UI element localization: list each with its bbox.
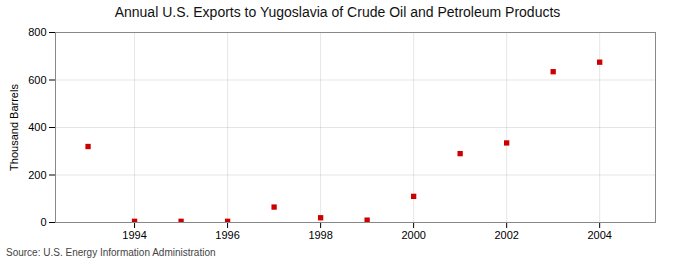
svg-text:2000: 2000 (401, 229, 425, 241)
html-text:Annual U.S. Exports to Yugosla: Annual U.S. Exports to Yugoslavia of Cru… (114, 4, 561, 20)
html-text:Source: U.S. Energy Informatio: Source: U.S. Energy Information Administ… (6, 247, 216, 258)
svg-text:800: 800 (28, 26, 46, 38)
svg-text:2002: 2002 (494, 229, 518, 241)
svg-text:2004: 2004 (587, 229, 611, 241)
svg-text:400: 400 (28, 121, 46, 133)
svg-text:0: 0 (40, 216, 46, 228)
svg-text:200: 200 (28, 169, 46, 181)
svg-text:600: 600 (28, 74, 46, 86)
svg-text:Thousand Barrels: Thousand Barrels (8, 84, 20, 171)
svg-text:1996: 1996 (215, 229, 239, 241)
svg-text:1998: 1998 (308, 229, 332, 241)
svg-text:1994: 1994 (122, 229, 146, 241)
